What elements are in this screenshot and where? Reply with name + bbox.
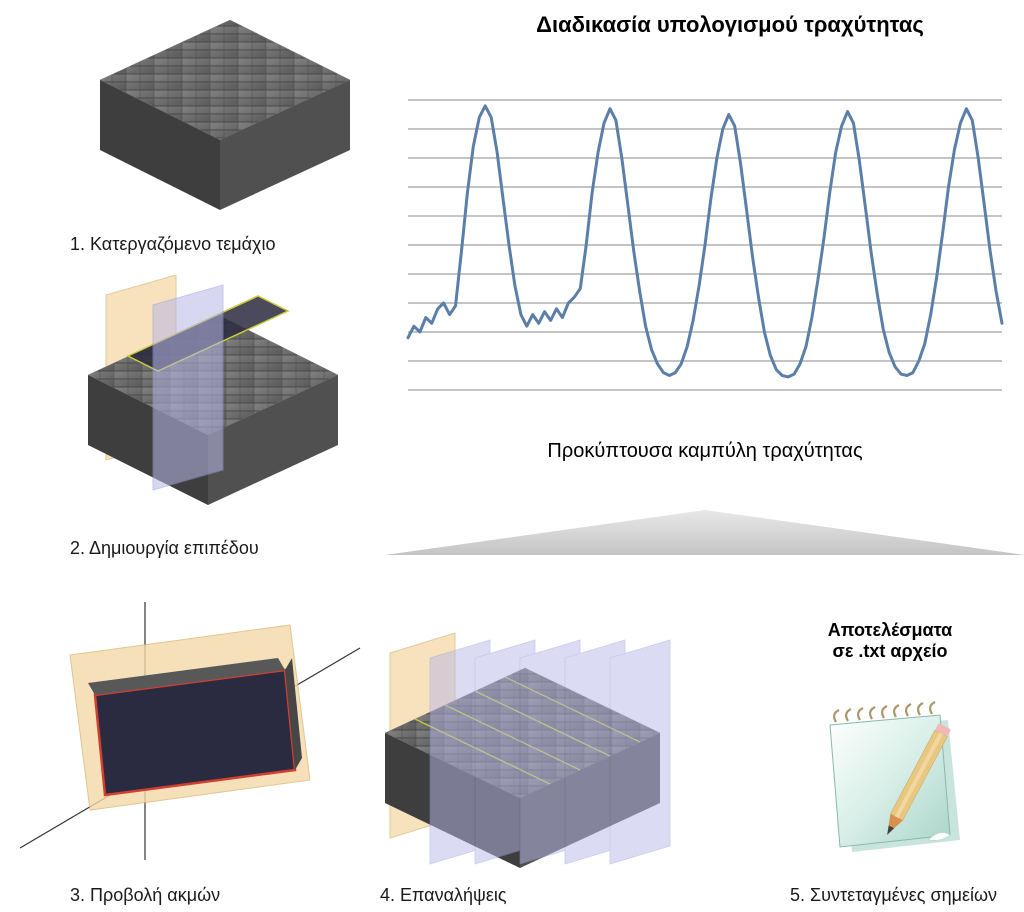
step3-block	[0, 580, 380, 880]
step4-label: 4. Επαναλήψεις	[380, 885, 507, 906]
step1-label: 1. Κατεργαζόμενο τεμάχιο	[70, 234, 276, 255]
chart-caption: Προκύπτουσα καμπύλη τραχύτητας	[490, 440, 920, 463]
roughness-chart	[400, 90, 1010, 400]
step2-block	[58, 275, 378, 535]
results-label: Αποτελέσματα σε .txt αρχείο	[790, 620, 990, 662]
step2-label: 2. Δημιουργία επιπέδου	[70, 538, 259, 559]
step5-label: 5. Συντεταγμένες σημείων	[790, 885, 997, 906]
notepad-icon	[790, 680, 990, 870]
main-title: Διαδικασία υπολογισμού τραχύτητας	[470, 12, 990, 38]
step4-block	[360, 618, 700, 898]
triangle-divider	[385, 505, 1024, 565]
step1-block	[70, 10, 360, 230]
step3-label: 3. Προβολή ακμών	[70, 885, 220, 906]
